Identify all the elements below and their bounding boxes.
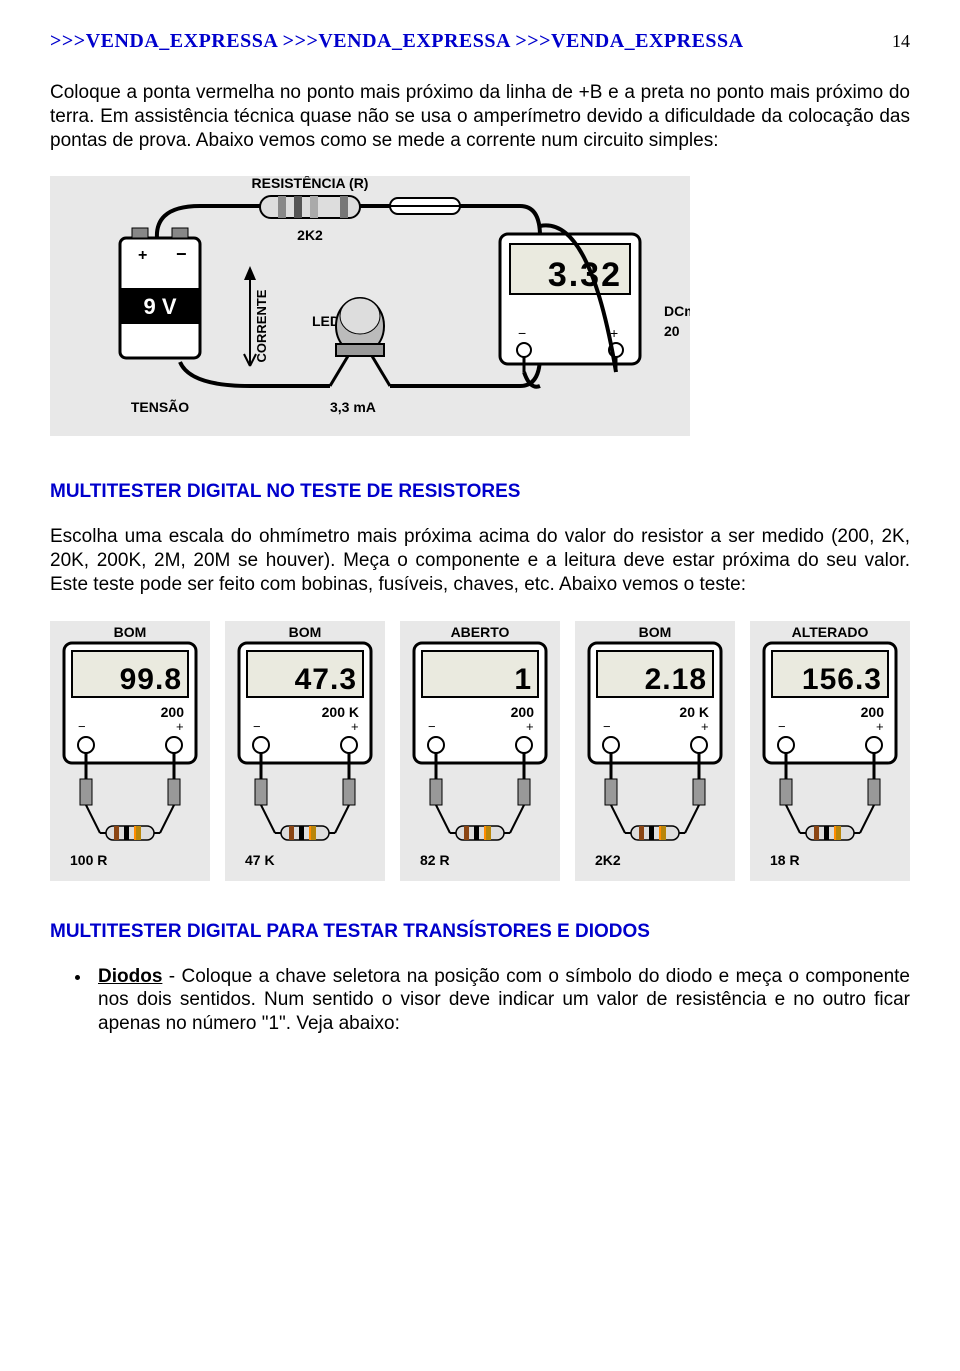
svg-text:+: + xyxy=(876,719,884,734)
meter-status: ABERTO xyxy=(451,624,510,640)
svg-text:−: − xyxy=(428,719,436,734)
resistor-label: 18 R xyxy=(770,852,800,868)
svg-text:−: − xyxy=(603,719,611,734)
svg-text:+: + xyxy=(526,719,534,734)
meter-range: 200 xyxy=(861,704,885,720)
paragraph-1: Coloque a ponta vermelha no ponto mais p… xyxy=(50,81,910,152)
meter-range: 20 K xyxy=(679,704,709,720)
resistor-label: 2K2 xyxy=(595,852,621,868)
page-header: >>>VENDA_EXPRESSA >>>VENDA_EXPRESSA >>>V… xyxy=(50,30,910,53)
page-number: 14 xyxy=(892,31,910,52)
bullet-lead: Diodos xyxy=(98,966,162,987)
meter-status: BOM xyxy=(114,624,147,640)
svg-text:−: − xyxy=(518,325,526,341)
meter-range: 200 K xyxy=(322,704,359,720)
meter-range: 20 xyxy=(664,323,680,339)
multimeter-row: BOM 99.8 − +200 100 R BOM 47.3 − +200 K 47 K ABERT… xyxy=(50,621,910,881)
section-1-title: MULTITESTER DIGITAL NO TESTE DE RESISTOR… xyxy=(50,481,910,503)
bullet-list: Diodos - Coloque a chave seletora na pos… xyxy=(50,965,910,1036)
meter-status: BOM xyxy=(289,624,322,640)
svg-text:−: − xyxy=(176,244,187,264)
meter-reading: 47.3 xyxy=(295,663,357,696)
resistor-label: 100 R xyxy=(70,852,107,868)
meter-reading: 1 xyxy=(514,663,532,696)
circuit-diagram: RESISTÊNCIA (R) 2K2 + − 9 V TENSÃO CORRE… xyxy=(50,176,910,441)
current-label: CORRENTE xyxy=(254,289,269,362)
section-2-title: MULTITESTER DIGITAL PARA TESTAR TRANSÍST… xyxy=(50,921,910,943)
resistor-label: 82 R xyxy=(420,852,450,868)
svg-text:−: − xyxy=(78,719,86,734)
meter-status: ALTERADO xyxy=(792,624,869,640)
svg-text:+: + xyxy=(138,247,147,264)
tension-label: TENSÃO xyxy=(131,398,189,415)
svg-text:−: − xyxy=(778,719,786,734)
bullet-diodes: Diodos - Coloque a chave seletora na pos… xyxy=(92,965,910,1036)
mini-meter: BOM 2.18 − +20 K 2K2 xyxy=(575,621,735,881)
header-banner: >>>VENDA_EXPRESSA >>>VENDA_EXPRESSA >>>V… xyxy=(50,30,744,53)
mini-meter: ALTERADO 156.3 − +200 18 R xyxy=(750,621,910,881)
mini-meter: ABERTO 1 − +200 82 R xyxy=(400,621,560,881)
svg-text:+: + xyxy=(351,719,359,734)
paragraph-2: Escolha uma escala do ohmímetro mais pró… xyxy=(50,525,910,596)
resistance-value: 2K2 xyxy=(297,227,323,243)
bullet-rest: - Coloque a chave seletora na posição co… xyxy=(98,966,910,1035)
meter-scale: DCmA xyxy=(664,303,690,319)
meter-reading: 99.8 xyxy=(120,663,182,696)
svg-text:+: + xyxy=(176,719,184,734)
meter-status: BOM xyxy=(639,624,672,640)
current-value: 3,3 mA xyxy=(330,399,376,415)
svg-text:−: − xyxy=(253,719,261,734)
svg-text:+: + xyxy=(701,719,709,734)
battery-label: 9 V xyxy=(143,294,176,319)
mini-meter: BOM 47.3 − +200 K 47 K xyxy=(225,621,385,881)
resistor-label: 47 K xyxy=(245,852,275,868)
meter-reading: 2.18 xyxy=(645,663,707,696)
resistance-label: RESISTÊNCIA (R) xyxy=(252,176,369,191)
meter-range: 200 xyxy=(511,704,535,720)
meter-range: 200 xyxy=(161,704,185,720)
meter-reading: 156.3 xyxy=(802,663,882,696)
mini-meter: BOM 99.8 − +200 100 R xyxy=(50,621,210,881)
